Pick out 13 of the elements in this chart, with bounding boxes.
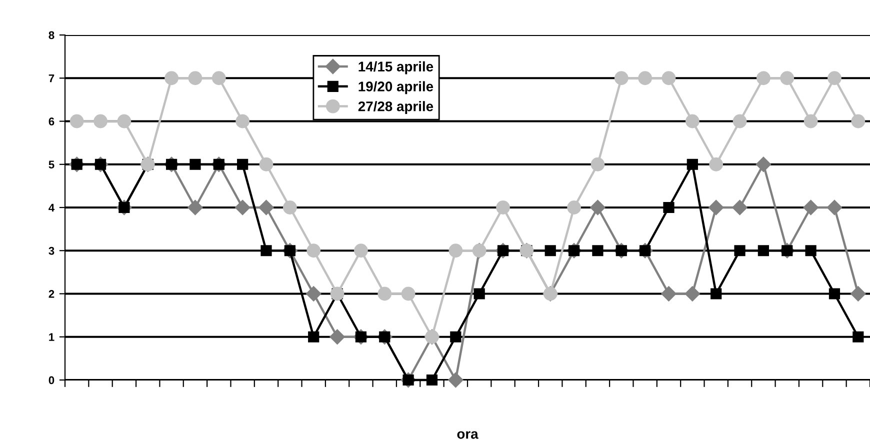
y-tick-label: 3 xyxy=(48,246,54,255)
legend-label: 27/28 aprile xyxy=(358,101,434,114)
legend-label: 19/20 aprile xyxy=(358,81,434,94)
x-axis-title: ora xyxy=(457,431,478,439)
legend-label: 14/15 aprile xyxy=(358,61,434,74)
y-tick-label: 5 xyxy=(48,160,54,169)
y-tick-label: 8 xyxy=(48,31,54,40)
y-tick-label: 4 xyxy=(48,204,55,212)
y-tick-label: 0 xyxy=(48,376,54,384)
y-tick-label: 1 xyxy=(49,333,54,341)
y-tick-label: 7 xyxy=(48,74,54,82)
y-tick-label: 6 xyxy=(48,118,54,126)
y-tick-label: 2 xyxy=(48,290,54,298)
